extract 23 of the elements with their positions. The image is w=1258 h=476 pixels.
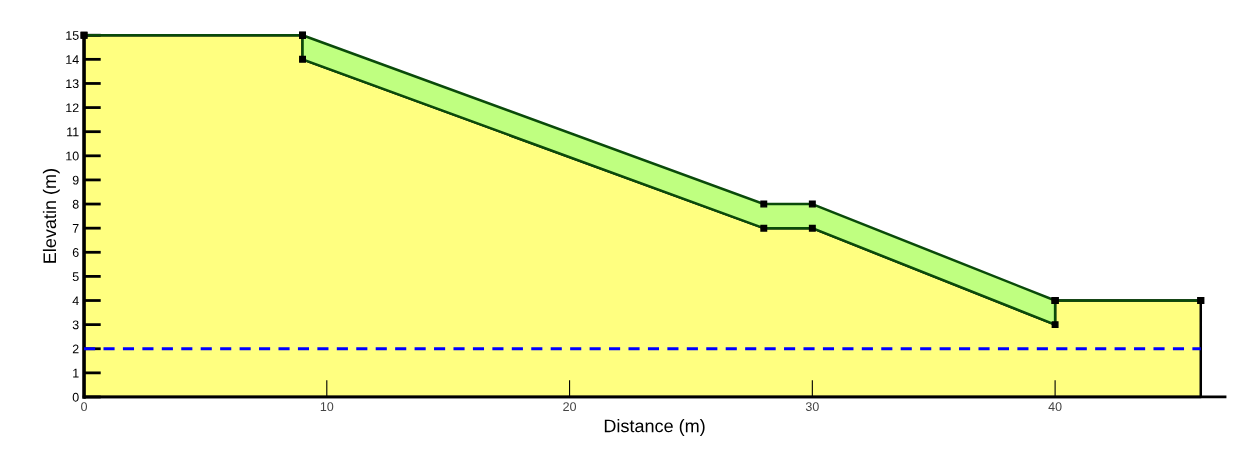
x-tick-label: 30: [805, 402, 819, 412]
y-tick-label: 7: [72, 224, 79, 233]
y-tick-label: 12: [66, 103, 79, 113]
y-tick-label: 1: [73, 368, 79, 378]
y-tick-label: 5: [72, 272, 79, 282]
x-tick-label: 20: [563, 402, 577, 412]
x-tick-label: 10: [320, 402, 334, 412]
y-tick-label: 0: [72, 392, 79, 402]
y-tick-label: 14: [66, 55, 79, 64]
y-tick-label: 6: [72, 248, 79, 257]
y-tick-label: 8: [72, 199, 79, 209]
x-axis-title: Distance (m): [604, 419, 705, 436]
y-tick-label: 2: [72, 344, 79, 354]
y-tick-label: 3: [72, 320, 79, 330]
y-tick-label: 15: [66, 31, 79, 40]
y-tick-label: 4: [72, 296, 79, 306]
y-axis-title: Elevatin (m): [42, 169, 60, 263]
x-tick-label: 40: [1048, 402, 1062, 412]
y-tick-label: 9: [72, 175, 79, 185]
x-tick-label: 0: [81, 402, 88, 412]
y-tick-label: 10: [66, 151, 79, 161]
y-tick-label: 11: [67, 127, 79, 137]
y-tick-label: 13: [66, 79, 79, 89]
